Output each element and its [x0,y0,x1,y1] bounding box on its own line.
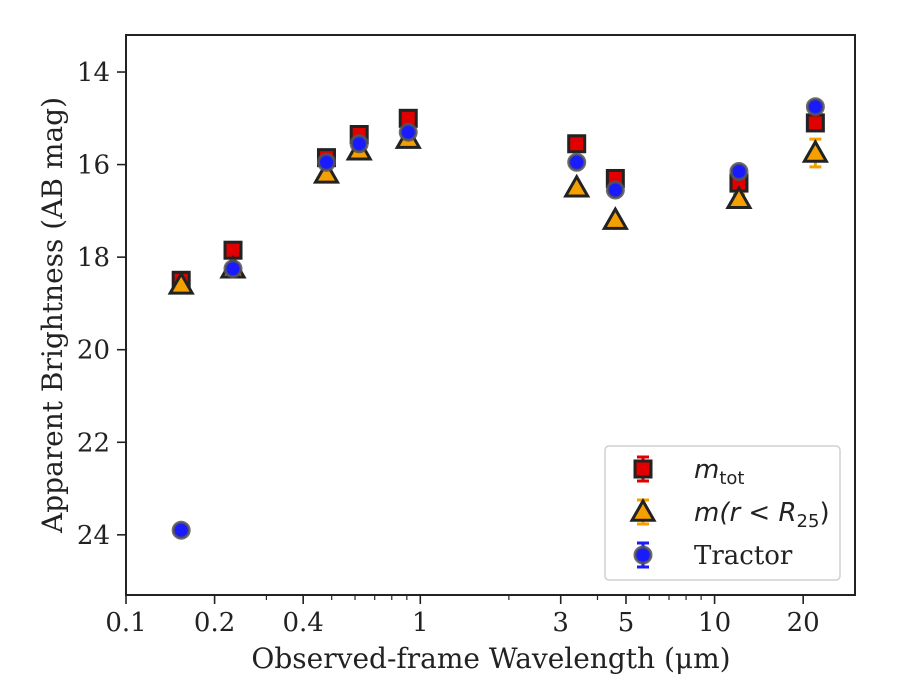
data-point [167,270,195,295]
data-point [601,206,629,230]
data-point [567,134,587,154]
legend-marker [633,459,653,479]
data-point [567,152,587,172]
x-tick-label: 1 [412,608,429,638]
y-tick-label: 18 [77,243,110,273]
x-axis: 0.1 0.2 0.4 1 3 5 10 20 [105,595,820,638]
data-point [725,185,753,210]
series-3 [171,97,825,540]
data-point [605,180,625,200]
y-axis: 14 16 18 20 22 24 [77,58,126,551]
y-tick-label: 16 [77,151,110,181]
plot-area [125,34,856,596]
y-tick-label: 20 [77,336,110,366]
y-tick-label: 22 [77,428,110,458]
data-point [805,97,825,117]
data-point [398,122,418,142]
legend-label: m(r < R25) [694,498,830,532]
series-1 [171,108,825,290]
legend-label: mtot [694,455,744,489]
x-tick-label: 10 [698,608,731,638]
data-point [729,162,749,182]
x-axis-label: Observed-frame Wavelength (μm) [251,642,730,675]
x-tick-label: 0.4 [283,608,324,638]
data-point [223,259,243,279]
x-tick-label: 0.1 [105,608,146,638]
x-tick-label: 20 [787,608,820,638]
legend-marker [629,497,657,522]
data-point [563,173,591,198]
y-tick-label: 14 [77,58,110,88]
plot-frame [125,34,856,596]
series-layer [167,97,829,540]
x-tick-label: 5 [618,608,635,638]
data-point [801,138,829,163]
x-tick-label: 0.2 [194,608,235,638]
legend-marker [633,545,653,565]
legend-label: Tractor [694,541,793,571]
series-2 [167,125,829,295]
data-point [805,113,825,133]
legend: mtot m(r < R25) Tractor [604,445,841,581]
y-tick-label: 24 [77,521,110,551]
x-tick-label: 3 [552,608,569,638]
legend-box [604,445,841,581]
data-point [316,152,336,172]
data-point [312,159,341,184]
y-axis-label: Apparent Brightness (AB mag) [36,97,69,534]
data-point [171,520,191,540]
data-point [349,134,369,154]
